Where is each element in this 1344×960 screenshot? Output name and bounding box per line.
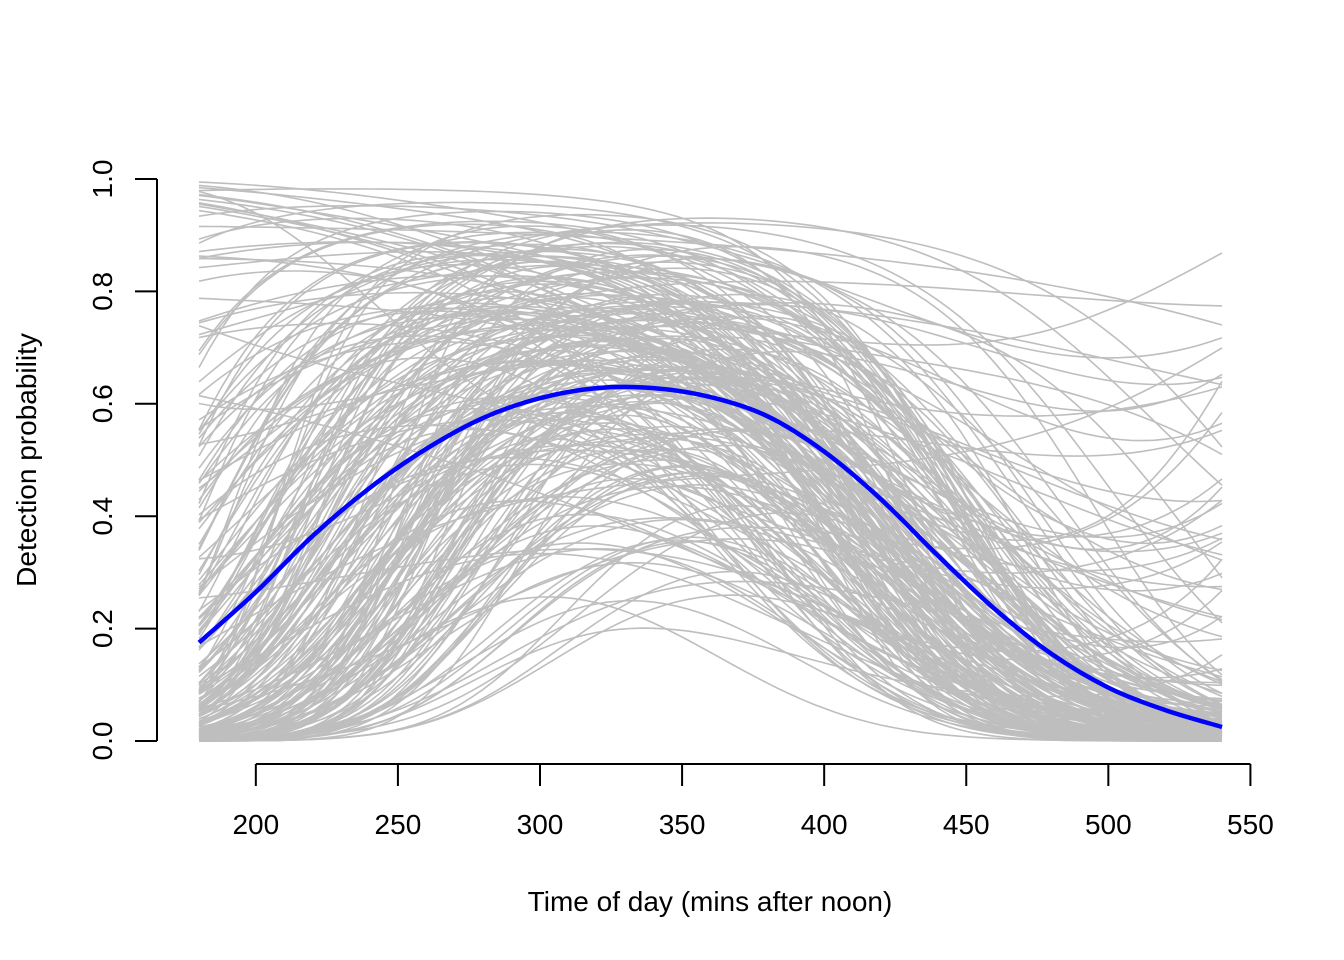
y-tick-label: 0.0	[87, 722, 118, 761]
posterior-draw-line	[199, 350, 1223, 742]
posterior-draw-line	[198, 394, 1223, 742]
x-tick-label: 200	[232, 809, 279, 840]
posterior-draw-line	[198, 474, 1223, 738]
x-axis: 200 250 300 350 400 450 500 550	[232, 763, 1274, 840]
x-tick-label: 500	[1085, 809, 1132, 840]
x-tick-label: 300	[517, 809, 564, 840]
posterior-draw-line	[198, 222, 1223, 509]
posterior-draw-line	[199, 448, 1223, 742]
posterior-draw-line	[198, 396, 1223, 736]
posterior-draw-line	[198, 444, 1223, 730]
posterior-draws	[198, 181, 1223, 742]
y-tick-label: 0.6	[87, 384, 118, 423]
posterior-draw-line	[198, 440, 1223, 737]
posterior-draw-line	[198, 210, 1223, 707]
posterior-draw-line	[198, 276, 1223, 741]
posterior-draw-line	[198, 276, 1222, 742]
x-axis-title: Time of day (mins after noon)	[528, 886, 893, 917]
posterior-draw-line	[198, 427, 1223, 737]
posterior-draw-line	[198, 368, 1223, 735]
x-tick-label: 250	[375, 809, 422, 840]
posterior-draw-line	[198, 209, 1223, 741]
posterior-draw-line	[198, 300, 1223, 483]
x-tick-label: 350	[659, 809, 706, 840]
posterior-draw-line	[198, 205, 1223, 741]
posterior-draw-line	[198, 290, 1223, 742]
posterior-draw-line	[198, 220, 1223, 729]
posterior-draw-line	[198, 316, 1223, 742]
posterior-draw-line	[198, 224, 1223, 693]
y-axis-title: Detection probability	[11, 333, 42, 587]
posterior-draw-line	[198, 193, 1223, 417]
posterior-draw-line	[199, 317, 1223, 742]
posterior-draw-line	[198, 304, 1223, 738]
posterior-draw-line	[198, 351, 1223, 727]
posterior-draw-line	[198, 428, 1223, 662]
posterior-draw-line	[198, 548, 1223, 740]
posterior-draw-line	[198, 381, 1223, 698]
y-axis: 0.0 0.2 0.4 0.6 0.8 1.0	[87, 160, 158, 761]
posterior-draw-line	[198, 201, 1223, 732]
posterior-draw-line	[198, 513, 1222, 736]
posterior-draw-line	[198, 225, 1223, 326]
posterior-draw-line	[198, 255, 1223, 733]
posterior-draw-line	[198, 336, 1223, 741]
posterior-draw-line	[198, 255, 1223, 694]
x-tick-label: 450	[943, 809, 990, 840]
posterior-draw-line	[198, 335, 1223, 739]
y-tick-label: 0.2	[87, 609, 118, 648]
y-tick-label: 1.0	[87, 160, 118, 199]
posterior-draw-line	[198, 296, 1222, 742]
posterior-draw-line	[198, 318, 1223, 740]
posterior-draw-line	[198, 594, 1223, 742]
posterior-draw-line	[198, 339, 1223, 740]
posterior-draw-line	[198, 393, 1223, 713]
posterior-draw-line	[198, 525, 1223, 738]
y-tick-label: 0.8	[87, 272, 118, 311]
posterior-draw-line	[198, 303, 1223, 740]
posterior-draw-line	[198, 253, 1223, 722]
x-tick-label: 400	[801, 809, 848, 840]
posterior-draw-line	[198, 369, 1223, 730]
posterior-draw-line	[198, 335, 1223, 741]
x-tick-label: 550	[1227, 809, 1274, 840]
posterior-draw-line	[198, 303, 1223, 741]
posterior-draw-line	[198, 315, 1223, 553]
y-tick-label: 0.4	[87, 497, 118, 536]
posterior-draw-line	[198, 596, 1222, 742]
mean-detection-curve	[197, 384, 1223, 730]
posterior-draw-line	[198, 291, 1223, 724]
posterior-draw-line	[198, 428, 1223, 736]
posterior-draw-line	[198, 312, 1223, 729]
